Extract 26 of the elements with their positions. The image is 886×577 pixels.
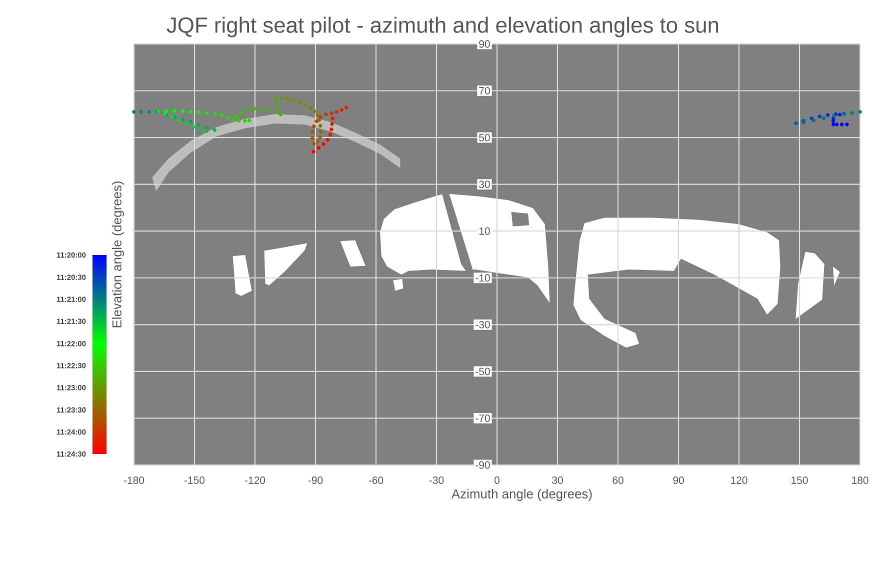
y-tick-label: -70 [476,414,490,422]
x-tick-label: 180 [852,476,868,484]
x-tick-label: -90 [308,476,323,484]
x-tick-label: 60 [612,476,624,484]
x-axis-title: Azimuth angle (degrees) [451,488,592,502]
y-tick-label: 30 [479,180,490,188]
x-tick-label: 150 [792,476,808,484]
y-axis-title: Elevation angle (degrees) [112,182,124,328]
x-tick-label: -30 [429,476,444,484]
y-tick-label: -90 [476,461,490,469]
x-tick-label: -150 [184,476,205,484]
y-tick-label: -30 [476,320,490,328]
x-tick-label: 0 [494,476,500,484]
y-tick-label: -10 [476,274,490,282]
x-tick-label: 30 [552,476,563,484]
y-tick-label: 90 [479,40,490,48]
y-tick-label: 50 [479,134,490,142]
chart-title: JQF right seat pilot - azimuth and elevation angles to sun [166,16,718,38]
x-tick-label: -180 [124,476,144,484]
x-tick-label: -60 [368,476,384,484]
y-tick-label: 70 [479,87,490,94]
x-tick-label: 120 [731,476,748,484]
x-tick-label: 90 [673,476,684,484]
x-tick-label: -120 [245,476,266,484]
y-tick-label: 10 [479,227,490,235]
y-tick-label: -50 [476,368,490,376]
